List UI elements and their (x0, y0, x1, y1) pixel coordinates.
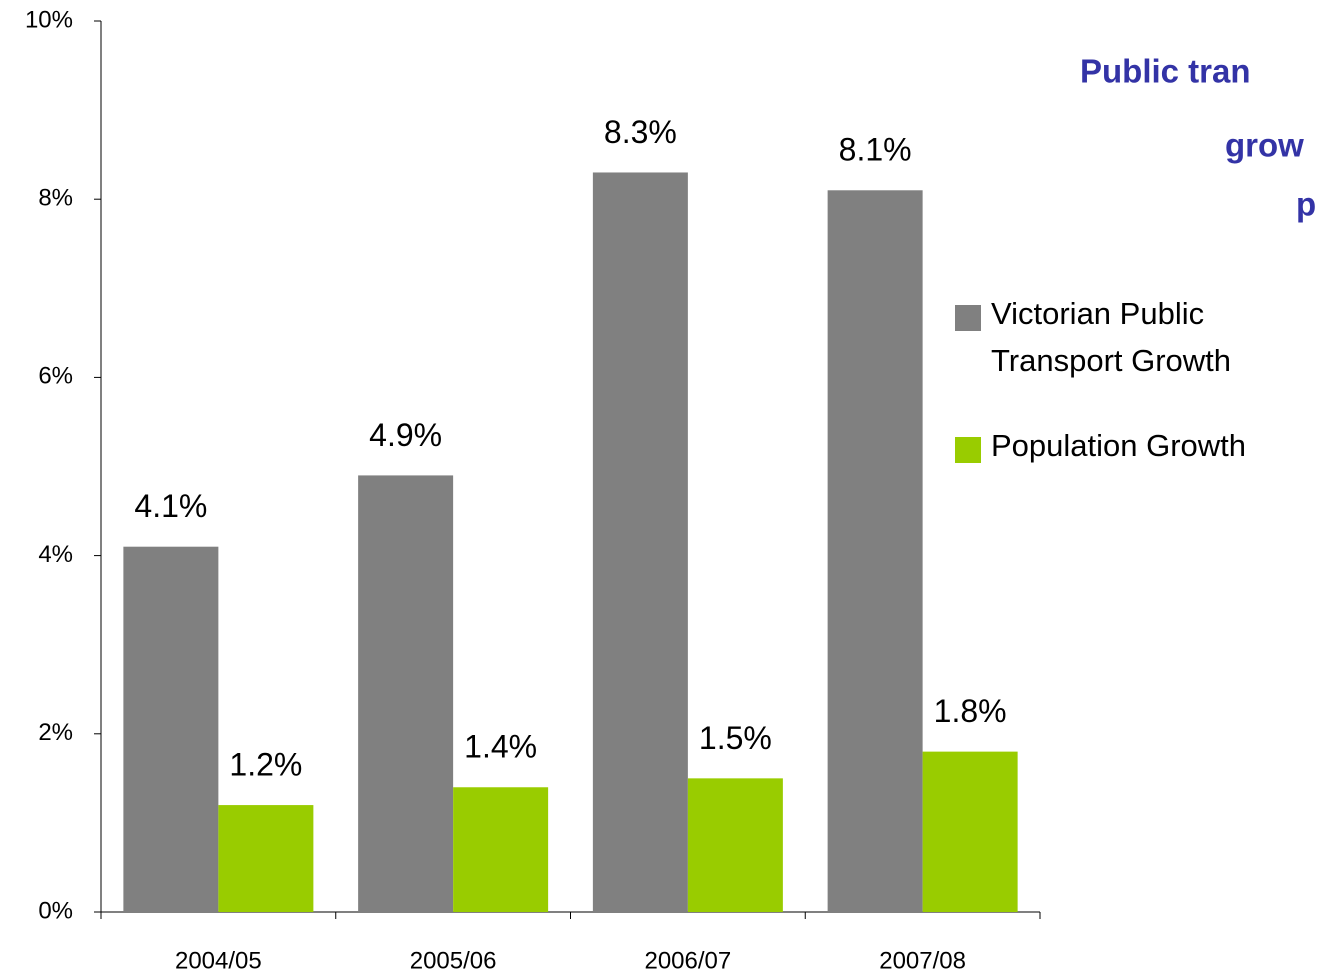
chart-title: Public tran (1080, 53, 1251, 90)
x-tick-label: 2005/06 (410, 947, 497, 974)
y-tick-label: 6% (38, 363, 73, 390)
chart-title: grow (1225, 127, 1304, 164)
chart-title: p (1296, 186, 1316, 223)
y-tick-label: 0% (38, 897, 73, 924)
legend-label: Victorian Public Transport Growth (991, 296, 1231, 378)
x-tick-label: 2006/07 (644, 947, 731, 974)
legend-swatch (955, 437, 981, 463)
y-tick-label: 4% (38, 541, 73, 568)
value-label: 4.1% (134, 488, 207, 524)
bar (827, 190, 923, 913)
value-label: 8.1% (839, 132, 912, 168)
y-tick-label: 10% (25, 6, 73, 33)
legend-swatch (955, 305, 981, 331)
bar (922, 751, 1018, 912)
x-tick-label: 2007/08 (879, 947, 966, 974)
value-label: 1.5% (699, 720, 772, 756)
y-tick-label: 2% (38, 719, 73, 746)
value-label: 4.9% (369, 417, 442, 453)
value-label: 1.8% (934, 693, 1007, 729)
bar (453, 787, 549, 912)
bar (358, 475, 454, 912)
y-tick-label: 8% (38, 185, 73, 212)
legend-label: Population Growth (991, 428, 1246, 463)
value-label: 1.4% (464, 729, 537, 765)
value-label: 1.2% (229, 747, 302, 783)
value-label: 8.3% (604, 114, 677, 150)
bar (592, 172, 688, 913)
bar (123, 546, 219, 912)
x-tick-label: 2004/05 (175, 947, 262, 974)
bar (687, 778, 783, 912)
bar (218, 805, 314, 912)
